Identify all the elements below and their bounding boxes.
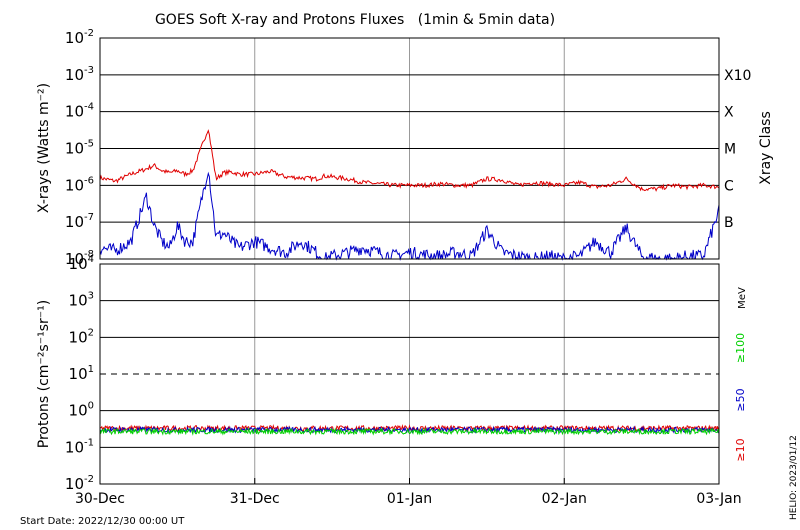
tick-exponent: -5: [84, 139, 94, 150]
proton-y-axis-label: Protons (cm⁻²s⁻¹sr⁻¹): [36, 300, 52, 449]
xray-y-tick-label: 10-6: [65, 175, 94, 194]
tick-exponent: -2: [84, 474, 94, 485]
tick-base: 10: [69, 292, 88, 310]
proton-y-tick-label: 10-2: [65, 474, 94, 493]
tick-exponent: -1: [84, 437, 94, 448]
tick-exponent: -4: [84, 102, 94, 113]
tick-exponent: 1: [88, 364, 94, 375]
xray-class-axis-title: Xray Class: [758, 111, 774, 185]
tick-base: 10: [69, 402, 88, 420]
chart-title: GOES Soft X-ray and Protons Fluxes (1min…: [155, 12, 555, 28]
xray-plot-frame: [99, 37, 720, 260]
tick-exponent: 2: [88, 327, 94, 338]
xray-class-label: X: [724, 105, 734, 121]
tick-base: 10: [65, 213, 84, 231]
xray-panel: 10-210-310-410-510-610-710-8 X-rays (Wat…: [36, 28, 774, 268]
xray-y-tick-label: 10-2: [65, 28, 94, 47]
x-tick-label: 30-Dec: [75, 491, 125, 507]
tick-base: 10: [65, 438, 84, 456]
tick-base: 10: [69, 328, 88, 346]
tick-base: 10: [65, 475, 84, 493]
proton-y-tick-label: 104: [69, 254, 94, 273]
proton-legend-label: ≥100: [734, 333, 747, 363]
x-tick-label: 02-Jan: [542, 491, 587, 507]
xray-y-tick-label: 10-5: [65, 139, 94, 158]
tick-base: 10: [69, 255, 88, 273]
proton-legend-label: ≥50: [734, 388, 747, 411]
proton-y-tick-label: 10-1: [65, 437, 94, 456]
proton-y-tick-label: 100: [69, 401, 94, 420]
xray-series-line: [99, 171, 720, 261]
x-tick-label: 31-Dec: [230, 491, 280, 507]
tick-exponent: -2: [84, 28, 94, 39]
proton-series-line: [99, 427, 720, 436]
xray-class-label: X10: [724, 68, 751, 84]
xray-class-label: C: [724, 178, 734, 194]
xray-y-tick-label: 10-3: [65, 65, 94, 84]
credit-label: HELIO: 2023/01/12: [789, 435, 799, 520]
tick-exponent: -3: [84, 65, 94, 76]
xray-y-axis-label: X-rays (Watts m⁻²): [36, 83, 52, 213]
proton-y-tick-label: 102: [69, 327, 94, 346]
tick-exponent: -8: [84, 249, 94, 260]
xray-y-tick-label: 10-8: [65, 249, 94, 268]
x-axis-ticks: 30-Dec 31-Dec 01-Jan 02-Jan 03-Jan: [75, 478, 742, 507]
proton-unit-label: MeV: [737, 287, 748, 309]
start-date-label: Start Date: 2022/12/30 00:00 UT: [20, 516, 185, 527]
xray-class-label: M: [724, 142, 736, 158]
proton-series-line: [100, 423, 720, 433]
xray-class-label: B: [724, 215, 734, 231]
tick-base: 10: [65, 140, 84, 158]
tick-base: 10: [65, 176, 84, 194]
tick-exponent: -6: [84, 175, 94, 186]
proton-y-tick-label: 101: [69, 364, 94, 383]
tick-base: 10: [65, 66, 84, 84]
xray-y-tick-label: 10-7: [65, 212, 94, 231]
tick-base: 10: [69, 365, 88, 383]
tick-exponent: 4: [88, 254, 94, 265]
proton-y-tick-label: 103: [69, 291, 94, 310]
xray-series-line: [99, 129, 720, 192]
tick-base: 10: [65, 29, 84, 47]
tick-exponent: 3: [88, 291, 94, 302]
proton-legend-label: ≥10: [734, 438, 747, 461]
tick-exponent: -7: [84, 212, 94, 223]
tick-exponent: 0: [88, 401, 94, 412]
x-tick-label: 01-Jan: [387, 491, 432, 507]
tick-base: 10: [65, 250, 84, 268]
xray-y-tick-label: 10-4: [65, 102, 94, 121]
x-tick-label: 03-Jan: [696, 491, 741, 507]
tick-base: 10: [65, 103, 84, 121]
